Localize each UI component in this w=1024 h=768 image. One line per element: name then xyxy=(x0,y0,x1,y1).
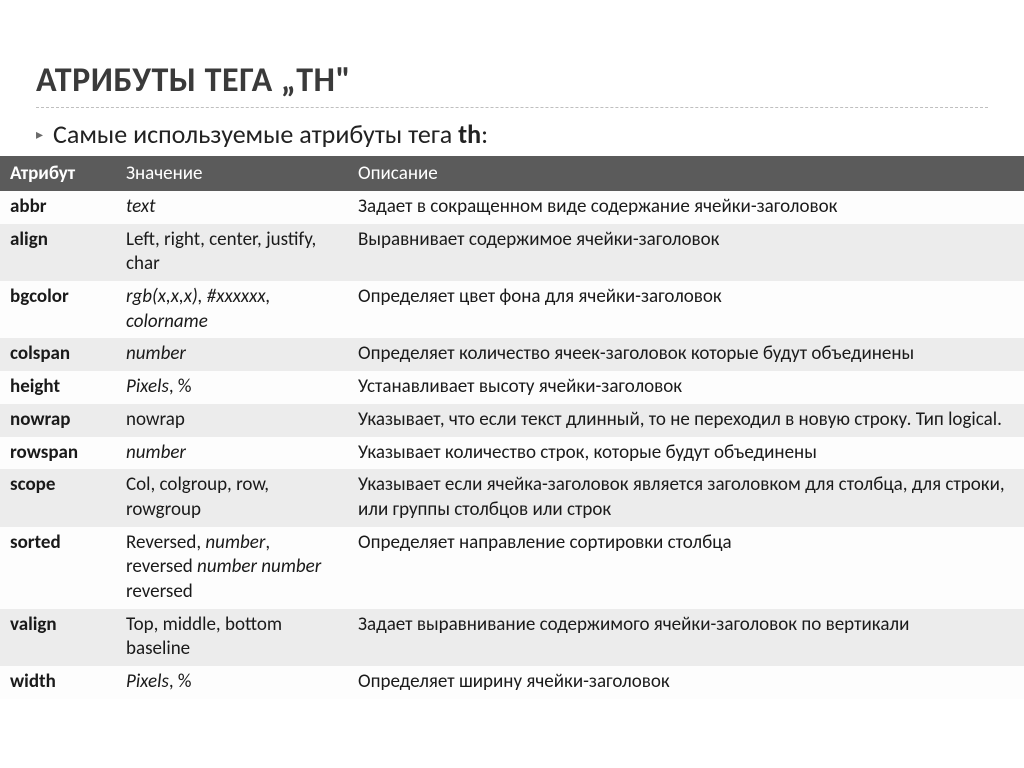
cell-desc: Указывает если ячейка-заголовок является… xyxy=(348,469,1024,526)
title-tag: TH xyxy=(296,60,335,101)
cell-value: Reversed, number, reversed number number… xyxy=(116,527,348,609)
table-row: abbrtextЗадает в сокращенном виде содерж… xyxy=(0,191,1024,224)
col-header-attr: Атрибут xyxy=(0,156,116,191)
bullet-icon: ▸ xyxy=(36,126,43,143)
table-row: colspannumberОпределяет количество ячеек… xyxy=(0,338,1024,371)
cell-attr: valign xyxy=(0,609,116,666)
cell-attr: nowrap xyxy=(0,404,116,437)
col-header-desc: Описание xyxy=(348,156,1024,191)
title-text: АТРИБУТЫ ТЕГА „ xyxy=(36,60,296,101)
cell-value: Pixels, % xyxy=(116,371,348,404)
table-row: nowrapnowrapУказывает, что если текст дл… xyxy=(0,404,1024,437)
table-row: scopeCol, colgroup, row, rowgroupУказыва… xyxy=(0,469,1024,526)
subtitle: Самые используемые атрибуты тега th: xyxy=(53,118,488,150)
table-row: widthPixels, %Определяет ширину ячейки-з… xyxy=(0,666,1024,699)
cell-attr: sorted xyxy=(0,527,116,609)
cell-attr: colspan xyxy=(0,338,116,371)
subtitle-row: ▸ Самые используемые атрибуты тега th: xyxy=(36,118,988,150)
slide-title: АТРИБУТЫ ТЕГА „TH" xyxy=(36,60,988,108)
cell-value: Top, middle, bottom baseline xyxy=(116,609,348,666)
table-row: rowspannumberУказывает количество строк,… xyxy=(0,437,1024,470)
cell-desc: Выравнивает содержимое ячейки-заголовок xyxy=(348,224,1024,281)
cell-desc: Определяет цвет фона для ячейки-заголово… xyxy=(348,281,1024,338)
cell-value: Col, colgroup, row, rowgroup xyxy=(116,469,348,526)
cell-value: number xyxy=(116,338,348,371)
cell-desc: Определяет количество ячеек-заголовок ко… xyxy=(348,338,1024,371)
subtitle-suffix: : xyxy=(481,118,488,150)
cell-attr: bgcolor xyxy=(0,281,116,338)
cell-desc: Устанавливает высоту ячейки-заголовок xyxy=(348,371,1024,404)
table-body: abbrtextЗадает в сокращенном виде содерж… xyxy=(0,191,1024,699)
subtitle-tag: th xyxy=(458,118,481,150)
cell-value: nowrap xyxy=(116,404,348,437)
table-row: sortedReversed, number, reversed number … xyxy=(0,527,1024,609)
table-row: valignTop, middle, bottom baselineЗадает… xyxy=(0,609,1024,666)
cell-attr: scope xyxy=(0,469,116,526)
cell-desc: Задает в сокращенном виде содержание яче… xyxy=(348,191,1024,224)
table-row: alignLeft, right, center, justify, charВ… xyxy=(0,224,1024,281)
subtitle-prefix: Самые используемые атрибуты тега xyxy=(53,118,458,150)
col-header-val: Значение xyxy=(116,156,348,191)
cell-attr: width xyxy=(0,666,116,699)
cell-desc: Указывает, что если текст длинный, то не… xyxy=(348,404,1024,437)
cell-desc: Определяет направление сортировки столбц… xyxy=(348,527,1024,609)
cell-value: Pixels, % xyxy=(116,666,348,699)
table-row: heightPixels, %Устанавливает высоту ячей… xyxy=(0,371,1024,404)
cell-attr: rowspan xyxy=(0,437,116,470)
table-row: bgcolorrgb(x,x,x), #xxxxxx, colornameОпр… xyxy=(0,281,1024,338)
cell-value: Left, right, center, justify, char xyxy=(116,224,348,281)
cell-value: text xyxy=(116,191,348,224)
cell-desc: Определяет ширину ячейки-заголовок xyxy=(348,666,1024,699)
cell-desc: Задает выравнивание содержимого ячейки-з… xyxy=(348,609,1024,666)
cell-attr: abbr xyxy=(0,191,116,224)
table-header-row: Атрибут Значение Описание xyxy=(0,156,1024,191)
cell-attr: align xyxy=(0,224,116,281)
cell-desc: Указывает количество строк, которые буду… xyxy=(348,437,1024,470)
cell-attr: height xyxy=(0,371,116,404)
attributes-table: Атрибут Значение Описание abbrtextЗадает… xyxy=(0,156,1024,699)
cell-value: rgb(x,x,x), #xxxxxx, colorname xyxy=(116,281,348,338)
title-close: " xyxy=(336,60,351,101)
cell-value: number xyxy=(116,437,348,470)
